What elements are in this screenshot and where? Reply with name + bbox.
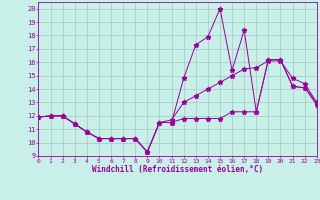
X-axis label: Windchill (Refroidissement éolien,°C): Windchill (Refroidissement éolien,°C) — [92, 165, 263, 174]
